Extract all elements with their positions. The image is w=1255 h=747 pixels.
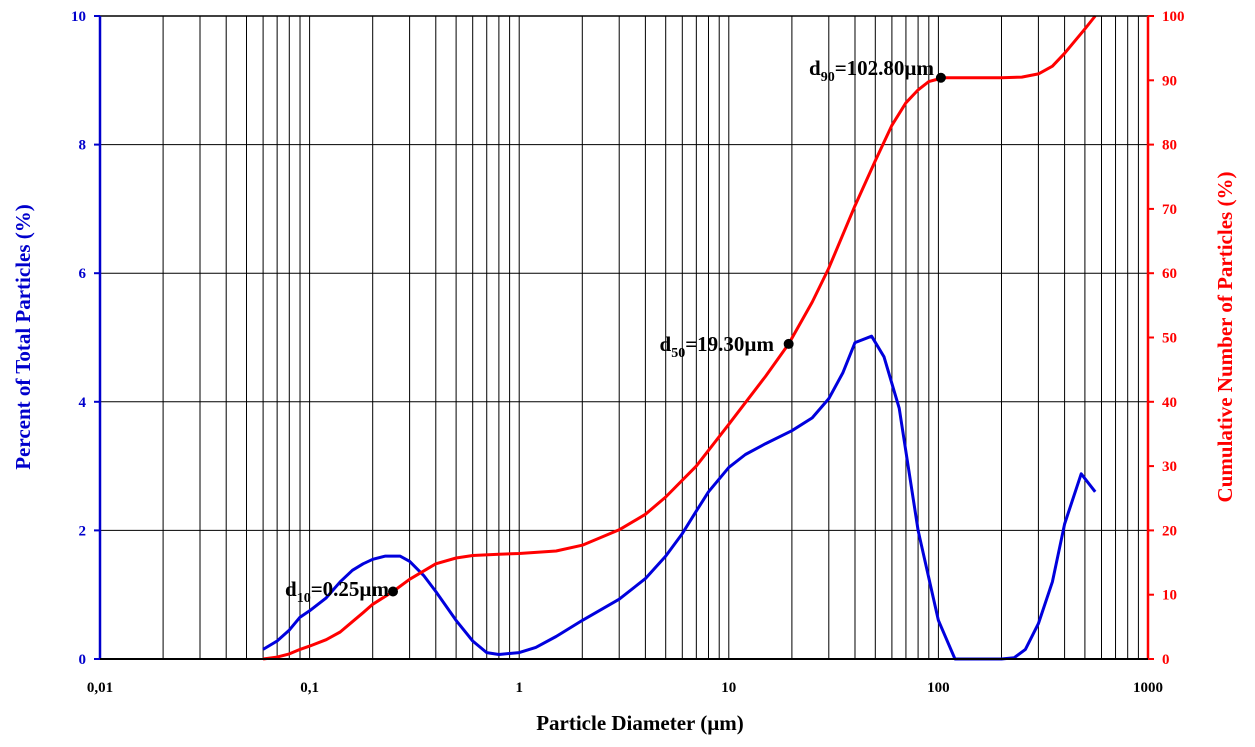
left-tick-label: 8 <box>79 138 87 154</box>
right-tick-label: 60 <box>1162 266 1177 282</box>
percent-series-line <box>262 334 1097 661</box>
d50-annotation: d50=19.30µm <box>660 332 775 361</box>
grid-lines <box>99 15 1148 660</box>
left-axis-title: Percent of Total Particles (%) <box>11 204 35 470</box>
left-tick-label: 2 <box>79 523 87 539</box>
x-tick-label: 1000 <box>1133 680 1163 696</box>
right-tick-label: 90 <box>1162 73 1177 89</box>
d90-annotation: d90=102.80µm <box>809 56 935 85</box>
x-tick-label: 1 <box>515 680 523 696</box>
right-axis: 0 10 20 30 40 50 60 70 80 90 100 <box>1146 9 1185 668</box>
x-tick-label: 0,01 <box>87 680 113 696</box>
percentile-point <box>935 72 946 83</box>
x-axis: 0,01 0,1 1 10 100 1000 <box>87 658 1163 696</box>
left-tick-label: 6 <box>79 266 87 282</box>
right-tick-label: 0 <box>1162 652 1170 668</box>
percentile-markers <box>388 72 946 597</box>
right-tick-label: 80 <box>1162 138 1177 154</box>
x-tick-label: 100 <box>927 680 950 696</box>
right-tick-label: 100 <box>1162 9 1185 25</box>
right-tick-label: 50 <box>1162 331 1177 347</box>
d10-annotation: d10=0.25µm <box>285 577 390 606</box>
x-tick-label: 10 <box>721 680 736 696</box>
left-axis: 0 2 4 6 8 10 <box>71 9 102 668</box>
right-tick-label: 40 <box>1162 395 1177 411</box>
percentile-point <box>783 338 794 349</box>
plot-frame <box>99 15 1149 660</box>
right-tick-label: 70 <box>1162 202 1177 218</box>
right-tick-label: 10 <box>1162 588 1177 604</box>
right-tick-label: 20 <box>1162 523 1177 539</box>
left-tick-label: 0 <box>79 652 87 668</box>
right-tick-label: 30 <box>1162 459 1177 475</box>
x-axis-title: Particle Diameter (µm) <box>536 711 744 735</box>
left-tick-label: 10 <box>71 9 86 25</box>
right-axis-title: Cumulative Number of Particles (%) <box>1213 172 1237 503</box>
series-lines <box>262 15 1097 661</box>
percentile-point <box>388 586 399 597</box>
cumulative-series-line <box>262 15 1097 661</box>
x-tick-label: 0,1 <box>300 680 319 696</box>
left-tick-label: 4 <box>79 395 87 411</box>
